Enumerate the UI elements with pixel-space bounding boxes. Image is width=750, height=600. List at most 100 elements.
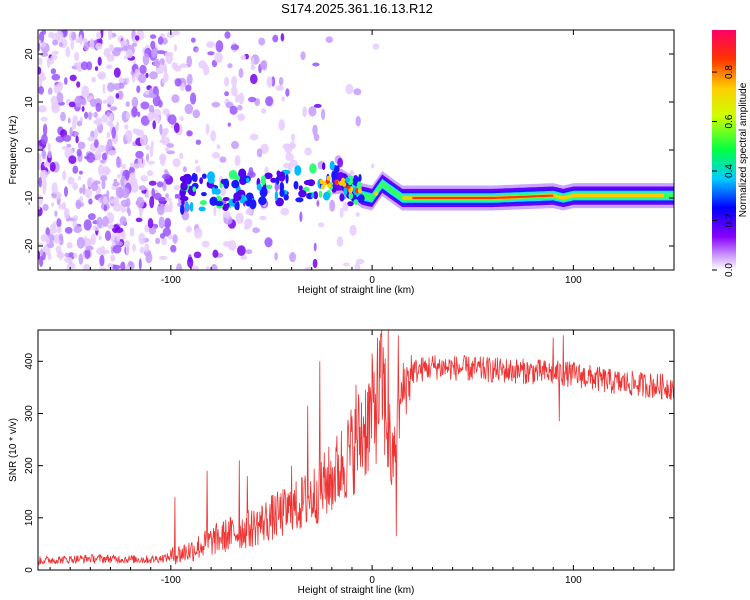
noise-blob xyxy=(207,51,215,56)
noise-blob xyxy=(104,230,112,241)
noise-blob xyxy=(107,82,115,92)
noise-blob xyxy=(91,76,96,83)
ridge-blob xyxy=(313,191,319,200)
ridge-blob xyxy=(295,197,304,203)
noise-blob xyxy=(82,37,88,44)
noise-blob xyxy=(83,42,90,51)
noise-blob xyxy=(313,242,317,252)
noise-blob xyxy=(74,95,83,108)
noise-blob xyxy=(97,164,105,177)
noise-blob xyxy=(72,220,78,229)
noise-blob xyxy=(106,95,115,105)
noise-blob xyxy=(42,203,49,212)
noise-blob xyxy=(49,162,56,172)
noise-blob xyxy=(106,190,110,198)
y-tick-label: 0 xyxy=(24,567,35,573)
noise-blob xyxy=(131,96,139,108)
ridge-blob xyxy=(264,172,273,180)
noise-blob xyxy=(152,120,156,130)
noise-blob xyxy=(94,117,103,126)
ridge-hot-blob xyxy=(320,184,325,190)
noise-blob xyxy=(302,106,308,118)
noise-blob xyxy=(198,60,207,69)
noise-blob xyxy=(278,119,286,131)
ridge-blob xyxy=(211,186,216,195)
noise-blob xyxy=(77,176,82,181)
colorbar: 0.0 0.2 0.4 0.6 0.8 Normalized spectral ampl… xyxy=(712,30,749,277)
noise-blob xyxy=(149,71,158,80)
noise-blob xyxy=(235,212,244,224)
noise-blob xyxy=(138,232,146,245)
noise-blob xyxy=(75,199,82,210)
noise-blob xyxy=(38,76,47,81)
noise-blob xyxy=(79,34,83,46)
noise-blob xyxy=(227,63,233,69)
noise-blob xyxy=(48,31,55,38)
noise-blob xyxy=(274,252,278,261)
noise-blob xyxy=(40,52,49,57)
noise-blob xyxy=(229,105,238,115)
noise-blob xyxy=(121,163,127,169)
noise-blob xyxy=(132,128,138,134)
noise-blob xyxy=(113,67,121,78)
noise-blob xyxy=(110,254,116,262)
noise-blob xyxy=(68,101,76,108)
noise-blob xyxy=(38,57,43,66)
noise-blob xyxy=(165,197,172,202)
y-tick-label: 300 xyxy=(24,405,35,422)
noise-blob xyxy=(118,77,125,84)
noise-blob xyxy=(125,101,130,107)
noise-blob xyxy=(87,136,96,142)
noise-blob xyxy=(125,112,131,120)
noise-blob xyxy=(38,66,42,75)
noise-blob xyxy=(299,211,303,223)
x-tick-label: -100 xyxy=(161,575,181,586)
noise-blob xyxy=(73,252,78,258)
ridge-blob xyxy=(199,200,207,206)
snr-plot-area xyxy=(38,330,674,566)
noise-blob xyxy=(85,245,94,251)
noise-blob xyxy=(125,245,130,256)
noise-blob xyxy=(145,72,149,79)
noise-blob xyxy=(71,31,77,41)
ridge-blob xyxy=(249,199,257,210)
noise-blob xyxy=(51,182,58,194)
noise-blob xyxy=(47,87,53,95)
noise-blob xyxy=(102,196,108,205)
noise-blob xyxy=(55,245,62,254)
noise-blob xyxy=(75,135,79,144)
noise-blob xyxy=(139,134,147,146)
noise-blob xyxy=(161,78,167,84)
noise-blob xyxy=(230,44,240,51)
noise-blob xyxy=(210,263,218,270)
ridge-hot-blob xyxy=(341,177,346,183)
noise-blob xyxy=(131,74,136,83)
noise-blob xyxy=(231,140,239,150)
noise-blob xyxy=(88,213,96,221)
noise-blob xyxy=(45,227,50,237)
ridge-blob xyxy=(339,193,345,202)
snr-xlabel: Height of straight line (km) xyxy=(298,585,415,596)
noise-blob xyxy=(174,78,182,87)
noise-blob xyxy=(148,104,155,114)
noise-blob xyxy=(70,40,75,50)
noise-blob xyxy=(102,83,106,94)
noise-blob xyxy=(252,227,260,234)
noise-blob xyxy=(111,137,118,143)
noise-blob xyxy=(69,74,77,82)
ridge-blob xyxy=(275,176,280,185)
noise-blob xyxy=(156,116,161,124)
ridge-blob xyxy=(256,183,262,191)
noise-blob xyxy=(129,172,136,179)
noise-blob xyxy=(316,200,320,207)
noise-blob xyxy=(154,113,158,122)
noise-blob xyxy=(144,243,150,253)
ridge-blob xyxy=(307,179,316,187)
ridge-hot-blob xyxy=(334,179,339,185)
noise-blob xyxy=(170,244,177,253)
noise-blob xyxy=(148,226,157,235)
noise-blob xyxy=(237,245,246,256)
x-tick-label: 100 xyxy=(565,575,582,586)
ridge-hot-blob xyxy=(327,183,332,189)
noise-blob xyxy=(81,85,89,96)
